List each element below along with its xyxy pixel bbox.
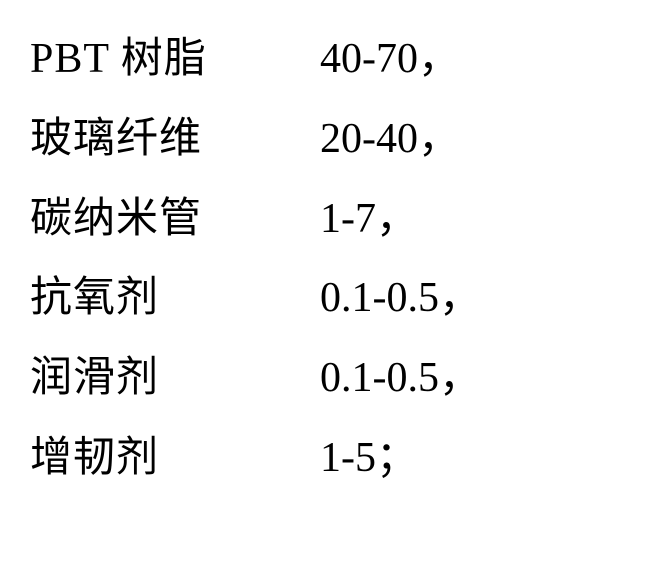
table-row: 碳纳米管 1-7，	[30, 180, 650, 260]
amount-value: 0.1-0.5，	[320, 339, 481, 419]
ingredient-label: 碳纳米管	[30, 180, 320, 260]
ingredient-label: 增韧剂	[30, 419, 320, 499]
amount-value: 1-5；	[320, 419, 418, 499]
amount-value: 20-40，	[320, 100, 460, 180]
ingredient-label: PBT 树脂	[30, 20, 320, 100]
ingredient-label: 抗氧剂	[30, 259, 320, 339]
table-row: 润滑剂 0.1-0.5，	[30, 339, 650, 419]
amount-value: 1-7，	[320, 180, 418, 260]
table-row: 玻璃纤维 20-40，	[30, 100, 650, 180]
composition-table: PBT 树脂 40-70， 玻璃纤维 20-40， 碳纳米管 1-7， 抗氧剂 …	[30, 20, 650, 499]
ingredient-label: 润滑剂	[30, 339, 320, 419]
table-row: 抗氧剂 0.1-0.5，	[30, 259, 650, 339]
amount-value: 40-70，	[320, 20, 460, 100]
amount-value: 0.1-0.5，	[320, 259, 481, 339]
table-row: PBT 树脂 40-70，	[30, 20, 650, 100]
table-row: 增韧剂 1-5；	[30, 419, 650, 499]
ingredient-label: 玻璃纤维	[30, 100, 320, 180]
